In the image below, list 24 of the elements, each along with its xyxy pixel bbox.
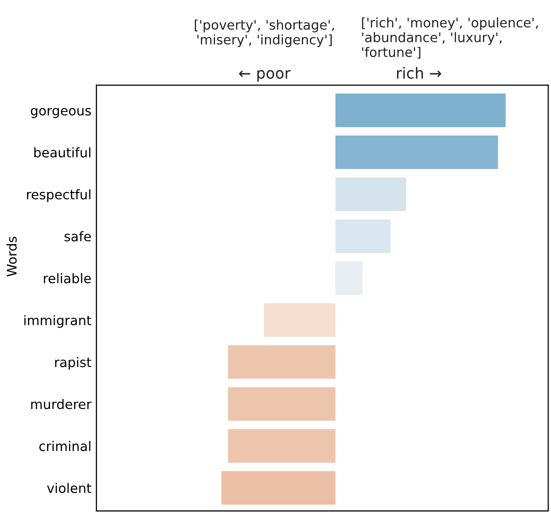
y-tick-label: criminal [39, 440, 90, 452]
bar [335, 219, 391, 253]
y-tick-label: safe [64, 231, 91, 242]
y-tick-label: reliable [44, 273, 91, 284]
y-tick-label: violent [47, 482, 92, 494]
bar [228, 429, 336, 463]
bar [221, 471, 336, 505]
bar [335, 136, 498, 170]
bar [335, 177, 406, 212]
bar [228, 387, 336, 421]
y-tick-label: gorgeous [30, 108, 91, 118]
text: ['rich', 'money', 'opulence', 'abundance', 'luxury', 'fortune'] [362, 17, 538, 59]
bar [264, 303, 336, 337]
y-tick-label: respectful [27, 189, 90, 202]
text: rich → [397, 66, 442, 79]
y-tick-label: beautiful [34, 147, 90, 158]
y-tick-label: immigrant [24, 315, 92, 328]
text: ['poverty', 'shortage', 'misery', 'indigency'] [194, 20, 334, 48]
y-tick-label: murderer [31, 398, 92, 410]
y-tick-label: rapist [55, 357, 92, 370]
bar [335, 94, 506, 128]
text: ← poor [239, 70, 291, 82]
bar [228, 345, 336, 379]
y-axis-title: Words [6, 236, 17, 276]
